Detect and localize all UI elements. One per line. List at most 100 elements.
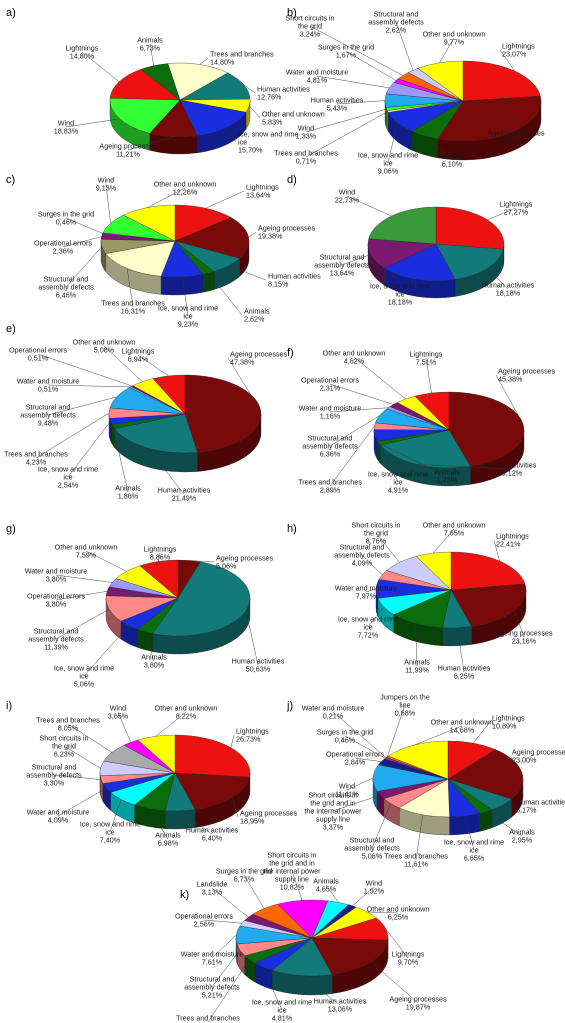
leader-line-j-4 — [464, 815, 475, 851]
slice-label-b-1: Ageing processes 32,17% — [487, 128, 545, 145]
leader-line-h-1 — [514, 610, 525, 638]
slice-label-j-0: Lightnings 10,89% — [492, 713, 525, 730]
slice-label-c-7: Operational errors 2,36% — [34, 238, 92, 255]
leader-line-f-7 — [329, 383, 394, 405]
slice-value-b-4: 0,71% — [296, 156, 317, 165]
slice-label-k-8: Structural and assembly defects 5,21% — [184, 974, 240, 999]
leader-line-i-4 — [109, 799, 122, 833]
leader-line-j-7 — [332, 794, 381, 812]
slice-label-g-2: Animals 3,80% — [141, 652, 167, 669]
slice-label-b-2: Animals 6,10% — [439, 151, 465, 168]
leader-line-e-3 — [67, 421, 111, 478]
slice-label-i-7: Short circuits in the grid 6,23% — [39, 733, 88, 758]
slice-value-b-6: 5,43% — [327, 103, 348, 112]
leader-line-e-2 — [112, 426, 129, 493]
leader-line-k-1 — [352, 886, 375, 907]
slice-label-k-4: Ageing processes 19,87% — [389, 994, 447, 1011]
leader-line-i-0 — [230, 734, 235, 748]
leader-line-i-9 — [117, 711, 131, 743]
leader-line-i-6 — [53, 774, 102, 780]
slice-label-c-4: Ice, snow and rime ice 9,23% — [158, 303, 218, 328]
slice-value-g-6: 3,80% — [46, 574, 67, 583]
panel-label-e: e) — [6, 323, 16, 335]
slice-value-c-5: 16,31% — [121, 306, 146, 315]
leader-line-b-4 — [305, 111, 388, 158]
leader-line-b-8 — [345, 50, 397, 81]
slice-label-a-3: Ice, snow and rime ice 15,70% — [238, 129, 298, 154]
slice-label-b-3: Ice, snow and rime ice 9,06% — [358, 150, 418, 175]
slice-label-d-1: Human activities 18,18% — [482, 280, 535, 297]
slice-value-h-5: 7,97% — [356, 591, 377, 600]
slice-value-k-2: 6,25% — [388, 912, 409, 921]
slice-label-g-3: Ice, snow and rime ice 5,06% — [54, 663, 114, 688]
slice-label-f-2: Animals 1,73% — [434, 467, 460, 484]
slice-value-d-3: 13,64% — [330, 268, 355, 277]
slice-label-b-9: Short circuits in the grid 3,24% — [285, 13, 334, 38]
slice-label-g-1: Human activities 50,63% — [232, 656, 285, 673]
slice-label-h-2: Human activities 6,25% — [438, 663, 491, 680]
leader-line-g-0 — [189, 560, 215, 563]
slice-value-j-1: 23,00% — [512, 755, 537, 764]
leader-line-d-1 — [487, 268, 509, 290]
pie-chart-b: b) Lightnings 23,07% Ageing processes 32,17%… — [274, 7, 545, 175]
leader-line-c-10 — [147, 187, 186, 208]
slice-label-b-7: Water and moisture 4,81% — [286, 67, 348, 84]
slice-value-g-5: 3,80% — [46, 599, 67, 608]
slice-label-f-1: Human activities 23,12% — [484, 460, 537, 477]
pie-chart-a: a) Trees and branches 14,80% Human activiti… — [6, 7, 325, 158]
pie-chart-c: c) Lightnings 13,64% Ageing processes 19,38%… — [6, 174, 321, 328]
pie-sides-j — [372, 778, 524, 836]
slice-label-j-7: Short circuits in the grid and in the inte… — [304, 790, 362, 831]
slice-label-j-11: Water and moisture 0,21% — [302, 703, 364, 720]
leader-line-e-4 — [35, 412, 110, 459]
slice-value-g-4: 11,39% — [44, 642, 68, 651]
slice-value-j-0: 10,89% — [492, 721, 517, 730]
pie-slice-i-0 — [174, 734, 251, 778]
slice-label-k-9: Water and moisture 7,61% — [181, 949, 243, 966]
pie-chart-d: d) Lightnings 27,27% Human activities 18,18%… — [287, 174, 535, 306]
slice-value-k-9: 7,61% — [202, 957, 223, 966]
leader-line-k-10 — [203, 919, 243, 924]
panel-label-d: d) — [287, 174, 297, 186]
slice-label-j-10: Surges in the grid 0,46% — [317, 727, 373, 744]
slice-label-k-7: Trees and branches3,69% — [176, 1013, 240, 1023]
leader-line-f-8 — [353, 356, 406, 400]
slice-label-g-0: Ageing processes 5,06% — [216, 553, 274, 570]
leader-line-i-5 — [57, 787, 107, 817]
slice-value-c-0: 13,64% — [246, 190, 271, 199]
slice-label-c-6: Structural and assembly defects 6,46% — [38, 274, 94, 299]
slice-value-k-7: 3,69% — [198, 1021, 219, 1023]
slice-label-g-4: Structural and assembly defects 11,39% — [28, 626, 84, 651]
slice-value-j-6: 5,06% — [362, 851, 383, 860]
slice-value-i-3: 6,98% — [158, 838, 179, 847]
slice-value-e-1: 21,49% — [172, 493, 197, 502]
leader-line-e-6 — [47, 384, 131, 388]
slice-value-e-4: 4,23% — [26, 457, 47, 466]
slice-label-h-4: Ice, snow and rime ice 7,72% — [338, 614, 398, 639]
pie-slice-h-1 — [450, 583, 527, 627]
slice-value-c-10: 12,26% — [173, 187, 198, 196]
slice-label-d-4: Wind 22,73% — [335, 187, 360, 204]
slice-value-i-8: 8,05% — [58, 723, 79, 732]
leader-line-g-7 — [85, 550, 127, 572]
pie-slice-b-0 — [462, 60, 541, 102]
slice-value-i-2: 6,40% — [202, 833, 223, 842]
leader-line-j-6 — [371, 803, 391, 849]
leader-line-k-9 — [211, 934, 237, 959]
slice-label-c-9: Wind 9,13% — [96, 175, 117, 192]
slice-value-a-4: 11,21% — [116, 149, 140, 158]
slice-value-i-9: 3,65% — [108, 711, 129, 720]
leader-line-b-1 — [511, 131, 517, 138]
slice-label-b-10: Structural and assembly defects 2,62% — [368, 9, 424, 34]
leader-line-k-4 — [371, 961, 419, 1004]
slice-label-j-4: Ice, snow and rime ice 6,65% — [444, 837, 504, 862]
leader-line-c-3 — [208, 272, 243, 316]
slice-value-a-1: 12,76% — [257, 92, 282, 101]
leader-line-b-11 — [439, 37, 455, 63]
slice-value-h-2: 6,25% — [454, 671, 475, 680]
slice-label-b-0: Lightnings 23,07% — [502, 41, 535, 58]
slice-value-c-9: 9,13% — [96, 183, 117, 192]
slice-label-a-4: Ageing processes 11,21% — [99, 141, 157, 158]
slice-label-b-6: Human activities 5,43% — [311, 95, 364, 112]
leader-line-i-1 — [231, 797, 239, 818]
